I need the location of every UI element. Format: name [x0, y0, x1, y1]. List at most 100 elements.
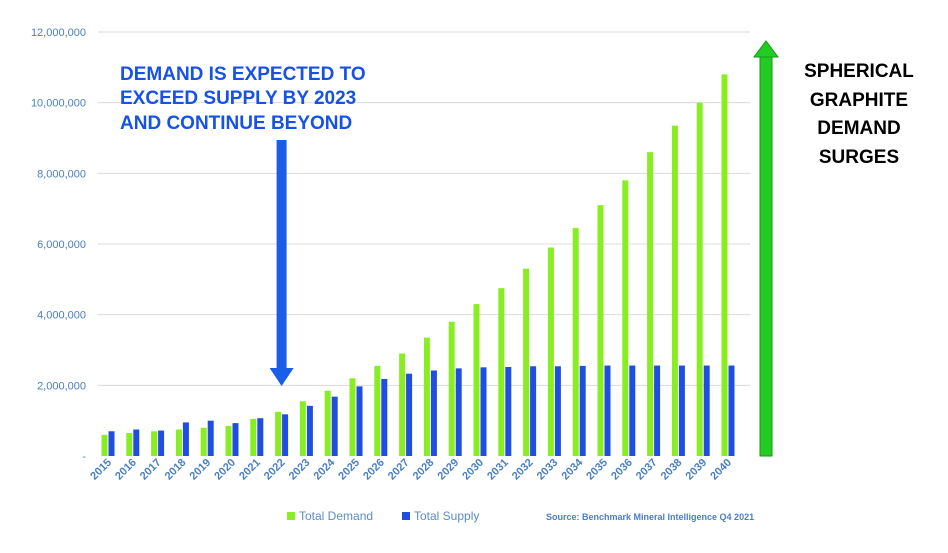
bar-demand — [250, 418, 257, 456]
bar-supply — [505, 366, 512, 456]
bar-demand — [671, 125, 678, 456]
x-tick-label: 2031 — [485, 457, 511, 483]
x-tick-label: 2026 — [361, 457, 387, 483]
bar-supply — [678, 365, 685, 456]
x-tick-label: 2018 — [163, 457, 189, 483]
demand-annotation: DEMAND IS EXPECTED TO EXCEED SUPPLY BY 2… — [120, 64, 366, 386]
x-tick-label: 2021 — [237, 457, 263, 483]
y-tick-label: 8,000,000 — [37, 168, 86, 180]
surge-annotation-line-1: SPHERICAL — [804, 61, 914, 82]
bar-demand — [597, 205, 604, 456]
bar-demand — [647, 152, 654, 456]
bar-supply — [207, 420, 214, 456]
x-tick-label: 2027 — [386, 457, 412, 483]
bar-demand — [151, 431, 158, 456]
bar-demand — [275, 411, 282, 456]
bar-supply — [133, 429, 140, 456]
bars — [101, 74, 735, 457]
x-tick-label: 2025 — [336, 457, 362, 483]
bar-demand — [175, 429, 182, 456]
x-tick-label: 2023 — [287, 457, 313, 483]
bar-supply — [703, 365, 710, 456]
bar-supply — [654, 365, 661, 456]
bar-demand — [498, 288, 505, 456]
bar-demand — [374, 365, 381, 456]
bar-demand — [448, 321, 455, 456]
surge-annotation-line-3: DEMAND — [817, 118, 900, 139]
x-tick-label: 2015 — [88, 457, 114, 483]
bar-supply — [455, 368, 462, 456]
y-tick-label: - — [82, 451, 86, 463]
bar-supply — [728, 365, 735, 456]
x-tick-label: 2030 — [460, 457, 486, 483]
surge-annotation-line-2: GRAPHITE — [810, 90, 908, 111]
x-tick-label: 2035 — [584, 457, 610, 483]
bar-supply — [554, 366, 561, 456]
bar-supply — [331, 396, 338, 456]
bar-demand — [721, 74, 728, 457]
bar-demand — [225, 425, 232, 456]
x-tick-label: 2022 — [262, 457, 288, 483]
x-tick-label: 2037 — [634, 457, 660, 483]
y-tick-label: 4,000,000 — [37, 310, 86, 322]
x-tick-label: 2016 — [113, 457, 139, 483]
bar-supply — [381, 378, 388, 456]
bar-demand — [299, 401, 306, 456]
bar-demand — [349, 378, 356, 456]
bar-demand — [572, 228, 579, 456]
x-tick-label: 2028 — [411, 457, 437, 483]
bar-supply — [579, 365, 586, 456]
bar-demand — [547, 247, 554, 456]
bar-demand — [126, 433, 133, 456]
x-tick-label: 2019 — [188, 457, 214, 483]
bar-supply — [604, 365, 611, 456]
y-tick-label: 10,000,000 — [31, 98, 86, 110]
y-tick-label: 6,000,000 — [37, 239, 86, 251]
bar-supply — [257, 418, 264, 456]
x-tick-label: 2020 — [212, 457, 238, 483]
legend-label-demand: Total Demand — [299, 509, 373, 523]
bar-demand — [696, 102, 703, 457]
bar-supply — [430, 370, 437, 456]
surge-annotation: SPHERICAL GRAPHITE DEMAND SURGES — [753, 40, 914, 457]
x-tick-label: 2032 — [510, 457, 536, 483]
x-tick-label: 2040 — [708, 457, 734, 483]
y-tick-label: 2,000,000 — [37, 380, 86, 392]
demand-annotation-line-2: EXCEED SUPPLY BY 2023 — [120, 88, 356, 109]
legend-label-supply: Total Supply — [414, 509, 479, 523]
legend-swatch-demand — [287, 512, 295, 520]
bar-demand — [200, 427, 207, 456]
x-tick-label: 2036 — [609, 457, 635, 483]
legend-swatch-supply — [402, 512, 410, 520]
bar-supply — [108, 431, 115, 456]
bar-demand — [423, 337, 430, 456]
x-tick-label: 2017 — [138, 457, 164, 483]
up-arrow-icon — [753, 40, 779, 457]
x-tick-label: 2029 — [436, 457, 462, 483]
down-arrow-icon — [269, 140, 294, 386]
x-tick-label: 2024 — [312, 456, 338, 482]
bar-demand — [399, 353, 406, 456]
bar-supply — [629, 365, 636, 456]
demand-annotation-line-1: DEMAND IS EXPECTED TO — [120, 64, 366, 85]
x-tick-label: 2039 — [684, 457, 710, 483]
y-tick-label: 12,000,000 — [31, 27, 86, 39]
source-note: Source: Benchmark Mineral Intelligence Q… — [546, 512, 754, 522]
bar-demand — [324, 390, 331, 456]
bar-demand — [622, 180, 629, 456]
bar-demand — [101, 434, 108, 456]
x-tick-label: 2038 — [659, 457, 685, 483]
surge-annotation-line-4: SURGES — [819, 147, 899, 168]
bar-demand — [523, 268, 530, 456]
bar-supply — [530, 366, 537, 456]
y-axis-ticks: - 2,000,000 4,000,000 6,000,000 8,000,000 10,… — [31, 27, 86, 463]
demand-annotation-line-3: AND CONTINUE BEYOND — [120, 113, 352, 134]
bar-supply — [282, 414, 289, 456]
bar-supply — [406, 373, 413, 456]
x-tick-label: 2034 — [560, 456, 586, 482]
legend: Total Demand Total Supply — [287, 509, 479, 523]
bar-supply — [306, 405, 313, 456]
grid-lines — [98, 31, 750, 386]
bar-demand — [473, 304, 480, 456]
